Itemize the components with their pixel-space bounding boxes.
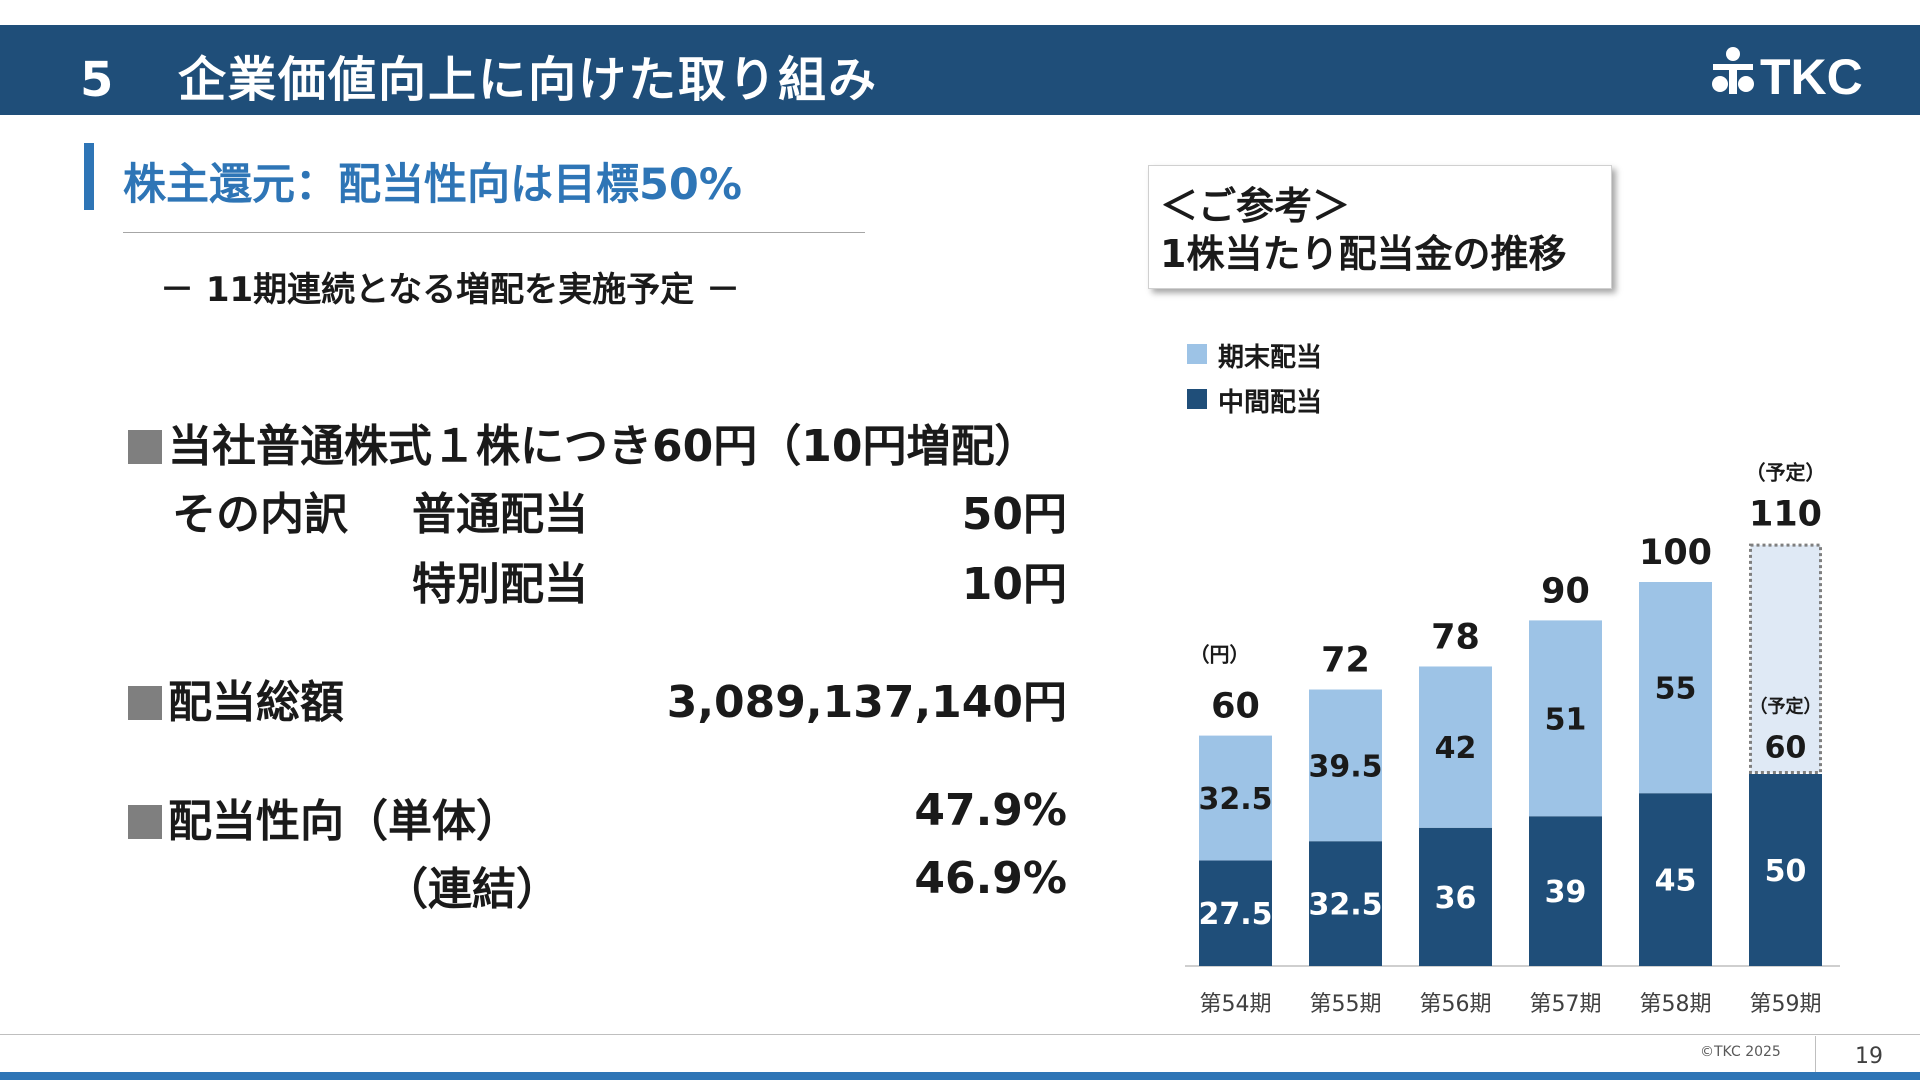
x-tick-label: 第55期 <box>1310 992 1382 1017</box>
header-bar <box>0 25 1920 115</box>
ordinary-label: 普通配当 <box>412 489 588 540</box>
payout-line: 配当性向（単体） <box>128 785 520 849</box>
section-number: 5 <box>80 52 116 108</box>
subtitle: 株主還元：配当性向は目標50% <box>123 160 742 210</box>
bar-year-end <box>1529 620 1602 817</box>
total-value: 3,089,137,140円 <box>666 677 1067 728</box>
logo-text: TKC <box>1760 49 1863 102</box>
payout-consol-label: （連結） <box>384 864 560 915</box>
data-label-interim: 36 <box>1435 881 1477 916</box>
bar-interim <box>1639 793 1712 966</box>
dividend-line: 当社普通株式１株につき60円（10円増配） <box>128 410 1038 474</box>
bar-interim <box>1419 827 1492 966</box>
data-label-total: 60 <box>1211 687 1260 727</box>
bar-interim <box>1309 841 1382 966</box>
data-label-interim: 50 <box>1765 854 1807 889</box>
data-label-year-end: 55 <box>1655 672 1697 707</box>
bullet-square <box>128 686 162 720</box>
legend-swatch-year-end <box>1187 344 1207 364</box>
data-label-year-end: 60 <box>1765 731 1807 766</box>
data-label-year-end: 42 <box>1435 731 1477 766</box>
bottom-bar <box>0 1072 1920 1080</box>
data-label-year-end: 39.5 <box>1308 749 1382 784</box>
x-tick-label: 第57期 <box>1530 992 1602 1017</box>
data-label-total: 110 <box>1749 495 1822 535</box>
reference-box <box>1148 165 1612 289</box>
data-label-interim: 39 <box>1545 875 1587 910</box>
page-number: 19 <box>1855 1044 1883 1069</box>
lead-text: － 11期連続となる増配を実施予定 － <box>160 270 740 310</box>
data-label-interim: 27.5 <box>1198 897 1272 932</box>
y-unit-label: （円） <box>1190 643 1250 667</box>
legend-label-interim: 中間配当 <box>1218 388 1323 418</box>
data-label-interim: 45 <box>1655 864 1697 899</box>
forecast-note-total: （予定） <box>1746 461 1826 485</box>
bar-interim <box>1749 774 1822 966</box>
payout-consol-value: 46.9% <box>914 853 1067 904</box>
total-line: 配当総額 <box>128 666 344 730</box>
divider <box>123 232 865 233</box>
bar-year-end <box>1639 582 1712 794</box>
data-label-total: 78 <box>1431 617 1480 657</box>
dividend-line-text: 当社普通株式１株につき60円（10円増配） <box>168 421 1039 472</box>
bullet-square <box>128 805 162 839</box>
data-label-year-end: 32.5 <box>1198 782 1272 817</box>
payout-label: 配当性向（単体） <box>168 796 520 847</box>
bar-year-end <box>1309 689 1382 842</box>
data-label-total: 72 <box>1321 641 1370 681</box>
bar-interim <box>1199 860 1272 966</box>
data-label-interim: 32.5 <box>1308 888 1382 923</box>
data-label-total: 90 <box>1541 571 1590 611</box>
ordinary-value: 50円 <box>961 489 1067 540</box>
bar-year-end <box>1419 666 1492 828</box>
special-label: 特別配当 <box>412 559 588 610</box>
payout-nonconsol-value: 47.9% <box>914 785 1067 836</box>
bar-interim <box>1529 816 1602 966</box>
bar-year-end <box>1199 735 1272 861</box>
special-value: 10円 <box>961 559 1067 610</box>
reference-title: ＜ご参考＞ <box>1160 184 1351 228</box>
legend-swatch-interim <box>1187 389 1207 409</box>
x-tick-label: 第58期 <box>1640 992 1712 1017</box>
breakdown-label: その内訳 <box>172 489 348 540</box>
footer-separator <box>1815 1036 1816 1072</box>
x-tick-label: 第56期 <box>1420 992 1492 1017</box>
x-tick-label: 第59期 <box>1750 992 1822 1017</box>
copyright: ©TKC 2025 <box>1700 1044 1781 1060</box>
data-label-year-end: 51 <box>1545 702 1587 737</box>
footer-divider <box>0 1034 1920 1035</box>
data-label-total: 100 <box>1639 533 1712 573</box>
section-title: 5 企業価値向上に向けた取り組み <box>80 40 878 110</box>
subtitle-accent <box>84 143 94 210</box>
legend-label-year-end: 期末配当 <box>1218 343 1323 373</box>
x-tick-label: 第54期 <box>1200 992 1272 1017</box>
bar-year-end-forecast <box>1749 543 1822 774</box>
section-title-text: 企業価値向上に向けた取り組み <box>178 52 879 108</box>
reference-subtitle: 1株当たり配当金の推移 <box>1160 232 1567 276</box>
tkc-logo: TKC <box>1712 47 1863 102</box>
forecast-note-year-end: （予定） <box>1750 696 1822 718</box>
bullet-square <box>128 430 162 464</box>
total-label: 配当総額 <box>168 677 344 728</box>
